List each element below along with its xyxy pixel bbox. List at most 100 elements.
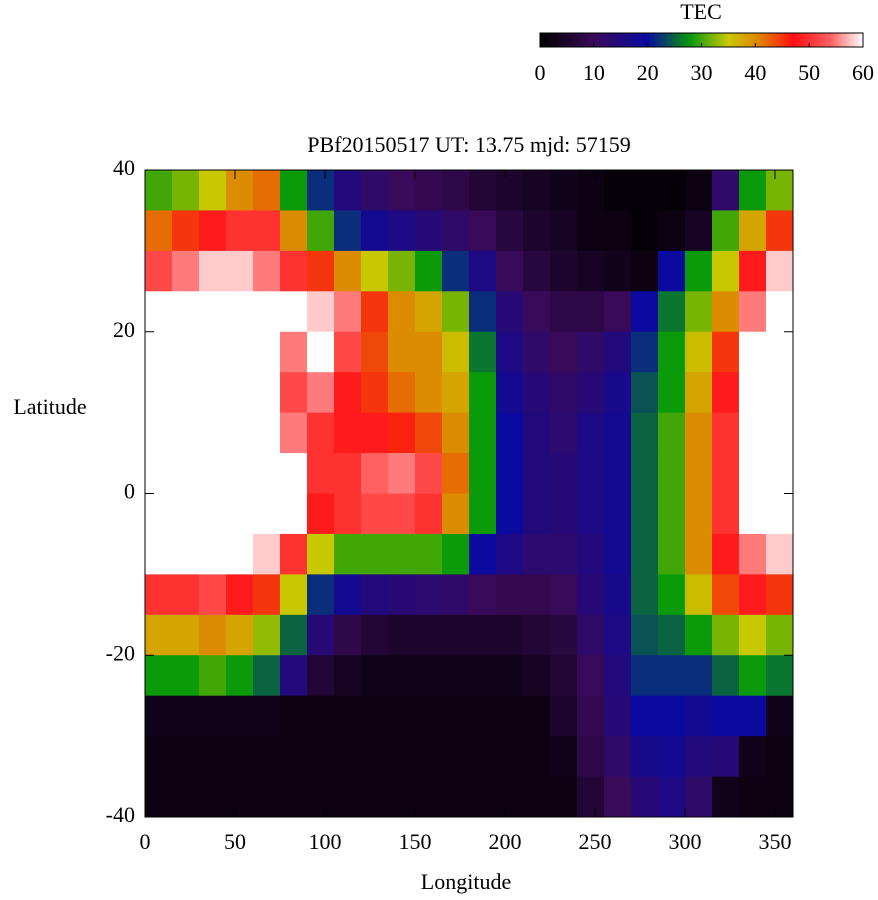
- colorbar-segment: [586, 33, 589, 47]
- heatmap-cell: [469, 331, 497, 373]
- heatmap-cell: [253, 493, 281, 535]
- heatmap-cell: [739, 331, 767, 373]
- heatmap-cell: [604, 331, 632, 373]
- heatmap-cell: [442, 614, 470, 656]
- heatmap-cell: [334, 331, 362, 373]
- heatmap-cell: [604, 493, 632, 535]
- heatmap-cell: [415, 331, 443, 373]
- colorbar-segment: [806, 33, 809, 47]
- heatmap-cell: [631, 574, 659, 616]
- heatmap-cell: [226, 170, 254, 211]
- heatmap-cell: [550, 372, 578, 414]
- x-tick-label: 150: [399, 829, 432, 854]
- heatmap-cell: [442, 412, 470, 454]
- colorbar-segment: [788, 33, 791, 47]
- heatmap-cell: [172, 412, 200, 454]
- colorbar-segment: [691, 33, 694, 47]
- heatmap-cell: [226, 453, 254, 494]
- heatmap-cell: [226, 250, 254, 292]
- colorbar-segment: [612, 33, 616, 47]
- colorbar-segment: [604, 33, 608, 47]
- heatmap-cell: [766, 695, 794, 737]
- heatmap-cell: [631, 291, 659, 333]
- heatmap-cell: [199, 614, 227, 656]
- heatmap-cell: [658, 736, 686, 778]
- heatmap-cell: [280, 331, 308, 373]
- heatmap-cell: [658, 776, 686, 818]
- colorbar-segment: [624, 33, 628, 47]
- heatmap-cell: [685, 695, 713, 737]
- heatmap-cell: [415, 655, 443, 697]
- colorbar-segment: [620, 33, 624, 47]
- heatmap-cell: [604, 170, 632, 211]
- colorbar-segment: [673, 33, 676, 47]
- heatmap-cell: [766, 170, 794, 211]
- heatmap-cell: [361, 695, 389, 737]
- heatmap-cell: [415, 776, 443, 818]
- heatmap-cell: [712, 736, 740, 778]
- heatmap-cell: [442, 250, 470, 292]
- heatmap-cell: [415, 695, 443, 737]
- heatmap-cell: [739, 210, 767, 252]
- heatmap-cell: [577, 170, 605, 211]
- heatmap-cell: [469, 250, 497, 292]
- heatmap-cell: [172, 291, 200, 333]
- heatmap-cell: [685, 372, 713, 414]
- colorbar-segment: [743, 33, 747, 47]
- y-tick-label: 20: [113, 317, 135, 342]
- heatmap-cell: [469, 412, 497, 454]
- heatmap-cell: [496, 493, 524, 535]
- colorbar-segment: [669, 33, 672, 47]
- heatmap-cell: [334, 533, 362, 575]
- colorbar-segment: [814, 33, 818, 47]
- heatmap-cell: [226, 695, 254, 737]
- x-tick-label: 100: [309, 829, 342, 854]
- heatmap-cell: [712, 614, 740, 656]
- heatmap-cell: [307, 291, 335, 333]
- heatmap-cell: [361, 776, 389, 818]
- heatmap-cell: [739, 695, 767, 737]
- colorbar-segment: [774, 33, 777, 47]
- heatmap-cell: [253, 170, 281, 211]
- colorbar-segment: [618, 33, 622, 47]
- heatmap-cell: [469, 291, 497, 333]
- colorbar-segment: [802, 33, 805, 47]
- heatmap-cell: [604, 736, 632, 778]
- heatmap-cell: [712, 776, 740, 818]
- colorbar-segment: [568, 33, 571, 47]
- x-tick-label: 250: [579, 829, 612, 854]
- heatmap-cell: [226, 412, 254, 454]
- heatmap-cell: [361, 736, 389, 778]
- x-tick-label: 0: [140, 829, 151, 854]
- heatmap-cell: [658, 250, 686, 292]
- heatmap-cell: [199, 170, 227, 211]
- heatmap-cell: [415, 412, 443, 454]
- colorbar-segment: [663, 33, 666, 47]
- colorbar-segment: [683, 33, 686, 47]
- heatmap-cell: [496, 250, 524, 292]
- heatmap-cell: [739, 372, 767, 414]
- colorbar-segment: [659, 33, 662, 47]
- colorbar-segment: [836, 33, 840, 47]
- heatmap-cell: [712, 655, 740, 697]
- heatmap-cell: [739, 250, 767, 292]
- heatmap-cell: [631, 170, 659, 211]
- heatmap-cell: [253, 291, 281, 333]
- heatmap-cell: [226, 736, 254, 778]
- heatmap-cell: [361, 655, 389, 697]
- colorbar-segment: [848, 33, 852, 47]
- heatmap-cell: [172, 695, 200, 737]
- colorbar-segment: [860, 33, 864, 47]
- heatmap-cell: [442, 331, 470, 373]
- heatmap-cell: [631, 655, 659, 697]
- colorbar-segment: [778, 33, 781, 47]
- heatmap-cell: [523, 574, 551, 616]
- heatmap-cell: [766, 736, 794, 778]
- heatmap-cell: [577, 614, 605, 656]
- colorbar-segment: [804, 33, 807, 47]
- heatmap-cell: [145, 736, 173, 778]
- heatmap-cell: [280, 493, 308, 535]
- heatmap-cell: [307, 170, 335, 211]
- heatmap-cell: [199, 331, 227, 373]
